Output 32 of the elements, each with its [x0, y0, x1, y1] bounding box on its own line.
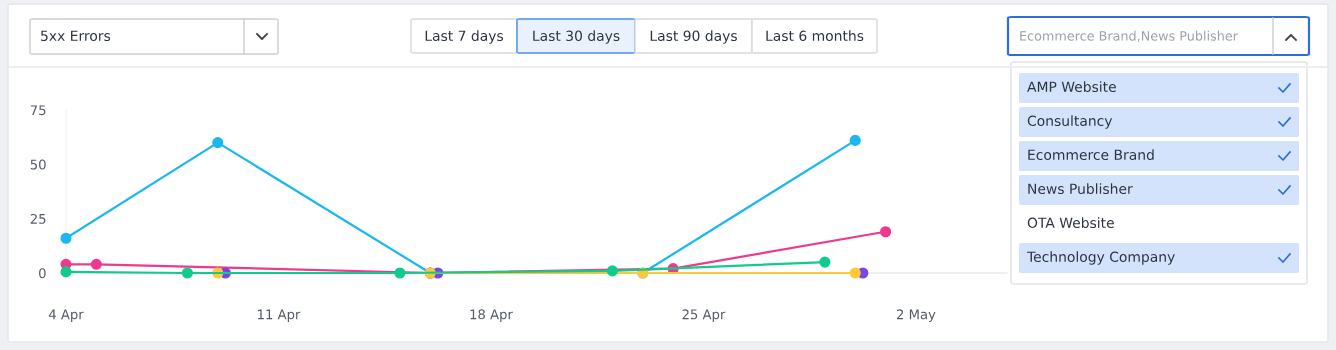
point	[60, 232, 72, 244]
text: Consultancy	[1027, 115, 1113, 129]
x-tick-label: 11 Apr	[258, 309, 301, 322]
y-tick-label: 25	[30, 213, 46, 224]
y-tick-label: 75	[30, 105, 46, 116]
x-tick-label: 2 May	[896, 309, 936, 322]
point	[880, 226, 892, 238]
text: Technology Company	[1026, 251, 1175, 265]
text: Last 7 days	[425, 30, 504, 44]
point	[90, 258, 102, 270]
point	[394, 267, 406, 279]
text: 5xx Errors	[41, 30, 111, 42]
point	[849, 267, 861, 279]
point	[849, 134, 861, 146]
point	[60, 266, 72, 278]
point	[212, 137, 224, 149]
y-tick-label: 0	[39, 268, 46, 279]
point	[181, 267, 193, 279]
point	[606, 265, 618, 277]
text: Ecommerce Brand	[1028, 149, 1154, 161]
text: AMP Website	[1027, 81, 1116, 93]
text: Ecommerce Brand,News Publisher	[1020, 30, 1238, 43]
x-tick-label: 4 Apr	[48, 309, 84, 322]
text: OTA Website	[1027, 217, 1114, 229]
x-tick-label: 25 Apr	[682, 309, 726, 322]
text: News Publisher	[1028, 183, 1133, 195]
text: Last 90 days	[650, 30, 737, 44]
text: Last 6 months	[766, 30, 864, 42]
point	[819, 256, 831, 268]
text: Last 30 days	[533, 30, 620, 44]
x-tick-label: 18 Apr	[470, 309, 513, 322]
y-tick-label: 50	[30, 159, 46, 170]
